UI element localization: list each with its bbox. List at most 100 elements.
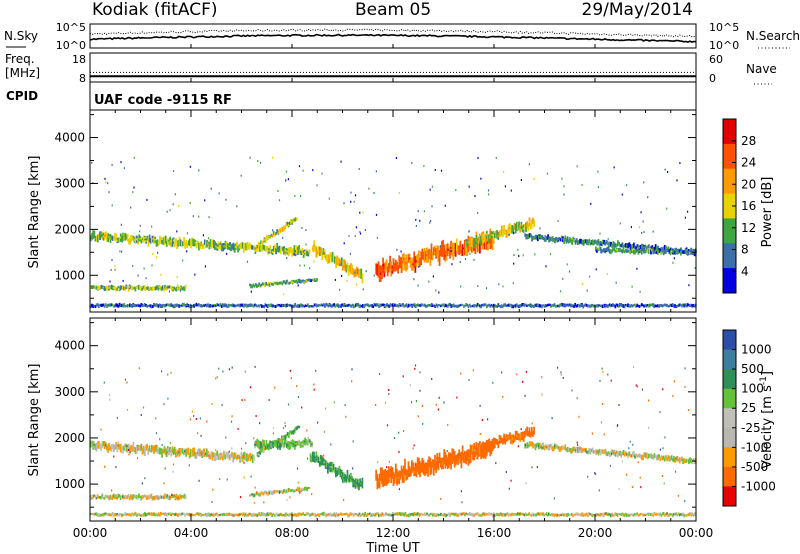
echo-cell xyxy=(262,441,264,444)
echo-cell xyxy=(663,457,666,462)
echo-cell xyxy=(532,217,534,224)
echo-cell xyxy=(130,304,132,307)
echo-cell xyxy=(285,512,287,515)
echo-cell xyxy=(100,303,103,307)
echo-cell xyxy=(533,305,535,308)
speckle-point xyxy=(417,210,419,213)
echo-cell xyxy=(102,496,105,500)
echo-cell xyxy=(282,514,285,517)
echo-cell xyxy=(299,250,301,253)
speckle-point xyxy=(341,274,343,277)
speckle-point xyxy=(694,267,696,269)
echo-cell xyxy=(207,304,209,306)
speckle-point xyxy=(375,170,377,173)
echo-cell xyxy=(528,442,531,445)
speckle-point xyxy=(417,415,419,418)
echo-cell xyxy=(669,247,672,254)
echo-cell xyxy=(306,250,308,256)
echo-cell xyxy=(250,493,252,496)
speckle-point xyxy=(413,444,415,447)
echo-cell xyxy=(246,453,248,462)
echo-cell xyxy=(100,231,103,238)
echo-cell xyxy=(122,286,124,289)
echo-cell xyxy=(520,513,522,516)
speckle-point xyxy=(594,472,596,475)
echo-cell xyxy=(358,304,361,309)
echo-cell xyxy=(684,514,687,517)
echo-cell xyxy=(91,232,93,240)
echo-cell xyxy=(287,514,290,517)
echo-cell xyxy=(168,239,170,242)
echo-cell xyxy=(450,453,452,470)
speckle-point xyxy=(522,380,524,383)
echo-cell xyxy=(476,446,479,456)
speckle-point xyxy=(661,475,663,477)
echo-cell xyxy=(639,512,642,516)
speckle-point xyxy=(120,223,122,226)
echo-cell xyxy=(647,304,650,308)
echo-cell xyxy=(222,304,224,306)
echo-cell xyxy=(252,245,254,250)
echo-cell xyxy=(382,514,385,517)
echo-cell xyxy=(114,512,116,517)
echo-cell xyxy=(151,286,154,292)
echo-cell xyxy=(239,244,242,247)
speckle-point xyxy=(411,401,413,404)
echo-cell xyxy=(351,264,353,275)
echo-cell xyxy=(122,446,124,454)
echo-cell xyxy=(249,283,251,287)
echo-cell xyxy=(358,268,360,278)
echo-cell xyxy=(298,489,300,492)
echo-cell xyxy=(461,445,464,461)
echo-cell xyxy=(286,221,289,226)
echo-cell xyxy=(564,237,566,240)
echo-cell xyxy=(577,446,579,453)
echo-cell xyxy=(342,304,345,307)
echo-cell xyxy=(690,512,693,517)
speckle-point xyxy=(195,418,197,420)
echo-cell xyxy=(383,269,385,272)
x-tick-label: 20:00 xyxy=(578,526,613,540)
echo-cell xyxy=(663,513,666,517)
echo-cell xyxy=(465,512,467,515)
echo-cell xyxy=(254,443,256,446)
echo-cell xyxy=(152,287,155,290)
echo-cell xyxy=(683,250,686,254)
echo-cell xyxy=(137,513,139,516)
speckle-point xyxy=(508,233,510,236)
echo-cell xyxy=(258,283,260,285)
speckle-point xyxy=(352,467,354,470)
echo-cell xyxy=(275,282,278,285)
power-echo-band xyxy=(312,240,364,284)
echo-cell xyxy=(282,227,284,232)
echo-cell xyxy=(260,448,262,453)
echo-cell xyxy=(564,304,566,307)
echo-cell xyxy=(596,513,598,516)
speckle-point xyxy=(434,169,436,171)
echo-cell xyxy=(234,304,237,307)
echo-cell xyxy=(629,305,632,308)
speckle-point xyxy=(429,188,431,191)
echo-cell xyxy=(443,244,446,261)
speckle-point xyxy=(289,496,291,499)
echo-cell xyxy=(628,304,630,307)
echo-cell xyxy=(194,304,197,307)
speckle-point xyxy=(151,264,153,267)
echo-cell xyxy=(407,468,410,471)
echo-cell xyxy=(565,448,568,452)
speckle-point xyxy=(344,404,346,407)
echo-cell xyxy=(124,512,127,516)
echo-cell xyxy=(262,305,264,308)
speckle-point xyxy=(459,261,461,263)
echo-cell xyxy=(485,440,488,450)
echo-cell xyxy=(396,261,398,271)
echo-cell xyxy=(652,249,655,255)
echo-cell xyxy=(442,303,444,306)
echo-cell xyxy=(326,514,328,517)
echo-cell xyxy=(110,284,113,290)
echo-cell xyxy=(522,513,525,516)
echo-cell xyxy=(603,239,606,245)
echo-cell xyxy=(590,513,593,516)
echo-cell xyxy=(588,448,591,454)
echo-cell xyxy=(531,304,534,308)
